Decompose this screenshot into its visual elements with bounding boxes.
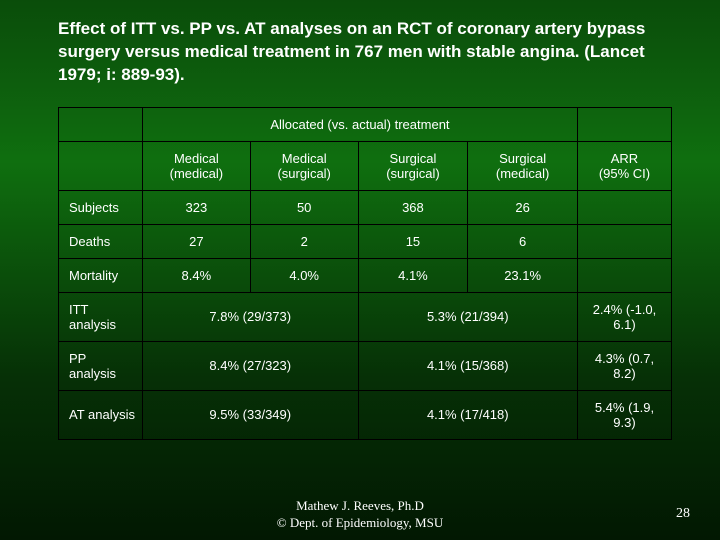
cell: 2 bbox=[250, 224, 358, 258]
cell: 26 bbox=[468, 190, 578, 224]
page-number: 28 bbox=[676, 506, 690, 522]
row-label: Subjects bbox=[59, 190, 143, 224]
blank-corner bbox=[59, 107, 143, 141]
merged-cell: 5.3% (21/394) bbox=[358, 292, 577, 341]
table-row: Deaths 27 2 15 6 bbox=[59, 224, 672, 258]
header-row-2: Medical (medical) Medical (surgical) Sur… bbox=[59, 141, 672, 190]
cell: 4.0% bbox=[250, 258, 358, 292]
footer-copyright: © Dept. of Epidemiology, MSU bbox=[0, 515, 720, 532]
cell: 50 bbox=[250, 190, 358, 224]
cell: 2.4% (-1.0, 6.1) bbox=[577, 292, 671, 341]
cell: 8.4% bbox=[142, 258, 250, 292]
cell: 323 bbox=[142, 190, 250, 224]
table-row: AT analysis 9.5% (33/349) 4.1% (17/418) … bbox=[59, 390, 672, 439]
blank-arr-top bbox=[577, 107, 671, 141]
cell bbox=[577, 258, 671, 292]
cell bbox=[577, 190, 671, 224]
footer: Mathew J. Reeves, Ph.D © Dept. of Epidem… bbox=[0, 498, 720, 532]
table-row: Mortality 8.4% 4.0% 4.1% 23.1% bbox=[59, 258, 672, 292]
cell: 4.1% bbox=[358, 258, 468, 292]
merged-cell: 8.4% (27/323) bbox=[142, 341, 358, 390]
row-label: AT analysis bbox=[59, 390, 143, 439]
merged-cell: 4.1% (17/418) bbox=[358, 390, 577, 439]
cell: 15 bbox=[358, 224, 468, 258]
cell: 23.1% bbox=[468, 258, 578, 292]
header-row-1: Allocated (vs. actual) treatment bbox=[59, 107, 672, 141]
table-row: PP analysis 8.4% (27/323) 4.1% (15/368) … bbox=[59, 341, 672, 390]
allocated-header: Allocated (vs. actual) treatment bbox=[142, 107, 577, 141]
table-row: ITT analysis 7.8% (29/373) 5.3% (21/394)… bbox=[59, 292, 672, 341]
merged-cell: 4.1% (15/368) bbox=[358, 341, 577, 390]
cell: 5.4% (1.9, 9.3) bbox=[577, 390, 671, 439]
cell: 368 bbox=[358, 190, 468, 224]
col-surg-med: Surgical (medical) bbox=[468, 141, 578, 190]
col-med-surg: Medical (surgical) bbox=[250, 141, 358, 190]
footer-author: Mathew J. Reeves, Ph.D bbox=[0, 498, 720, 515]
col-arr: ARR (95% CI) bbox=[577, 141, 671, 190]
row-label: ITT analysis bbox=[59, 292, 143, 341]
blank-rowhead bbox=[59, 141, 143, 190]
row-label: Mortality bbox=[59, 258, 143, 292]
row-label: Deaths bbox=[59, 224, 143, 258]
slide-title: Effect of ITT vs. PP vs. AT analyses on … bbox=[0, 0, 720, 97]
col-surg-surg: Surgical (surgical) bbox=[358, 141, 468, 190]
analysis-table: Allocated (vs. actual) treatment Medical… bbox=[58, 107, 672, 440]
cell: 27 bbox=[142, 224, 250, 258]
merged-cell: 7.8% (29/373) bbox=[142, 292, 358, 341]
cell: 6 bbox=[468, 224, 578, 258]
cell: 4.3% (0.7, 8.2) bbox=[577, 341, 671, 390]
data-table-container: Allocated (vs. actual) treatment Medical… bbox=[58, 107, 672, 440]
row-label: PP analysis bbox=[59, 341, 143, 390]
table-row: Subjects 323 50 368 26 bbox=[59, 190, 672, 224]
cell bbox=[577, 224, 671, 258]
merged-cell: 9.5% (33/349) bbox=[142, 390, 358, 439]
col-med-med: Medical (medical) bbox=[142, 141, 250, 190]
